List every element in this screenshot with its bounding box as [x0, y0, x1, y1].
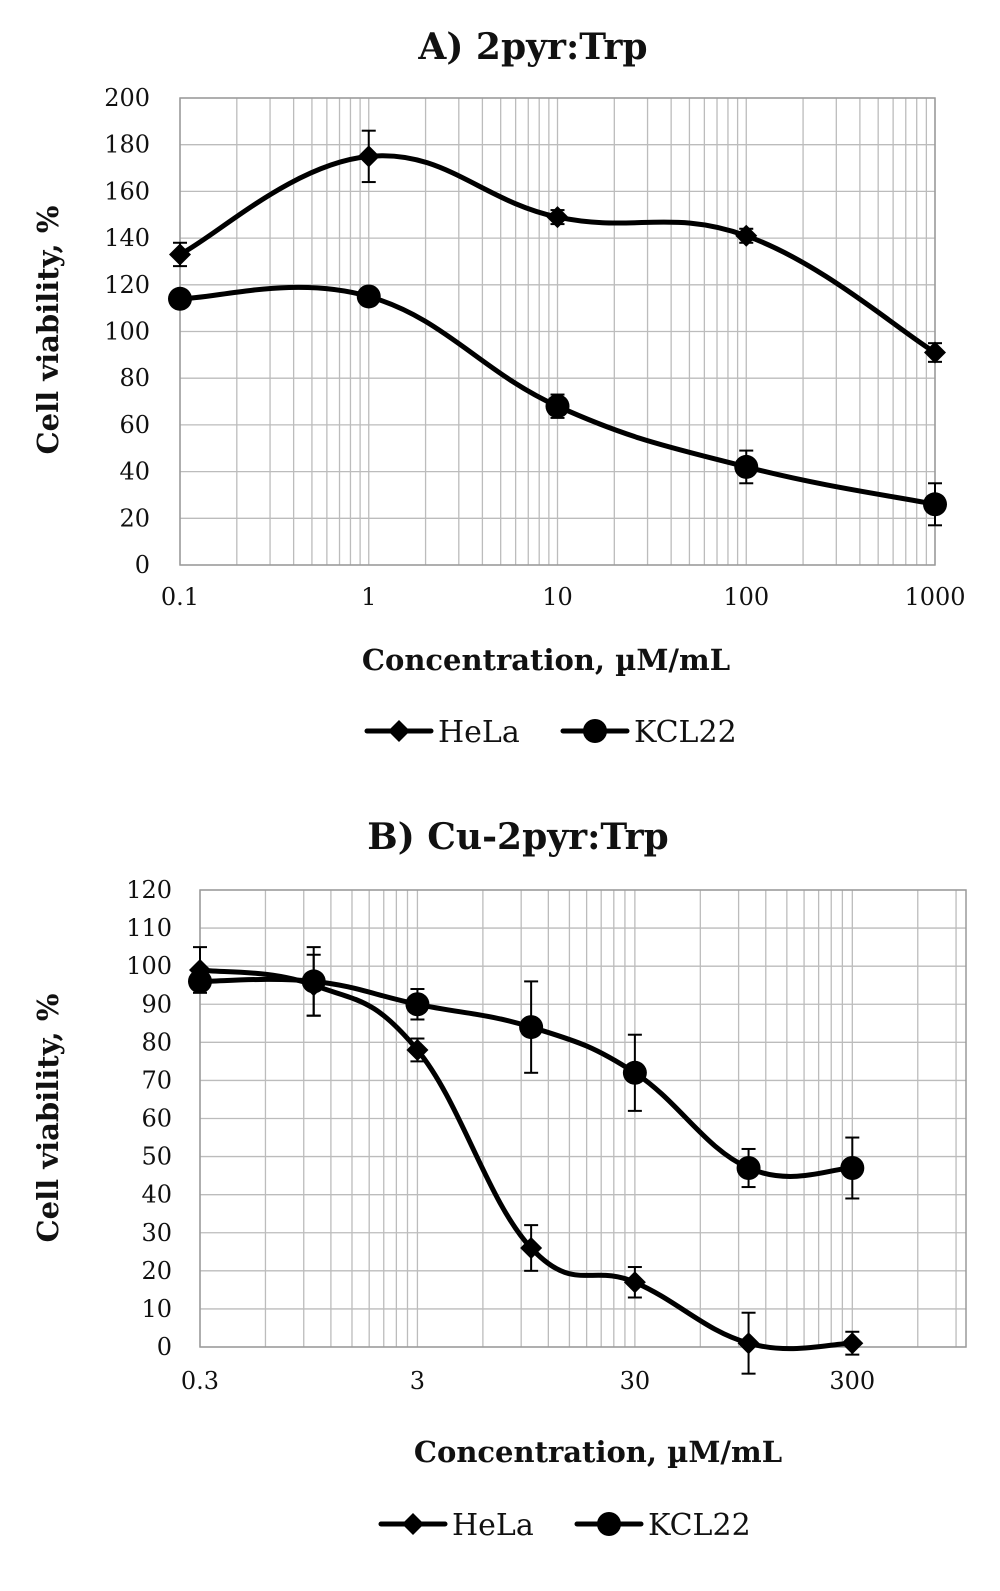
chart-b-x-axis-label: Concentration, µM/mL: [414, 1435, 782, 1469]
y-tick-label: 0: [157, 1333, 172, 1361]
y-tick-label: 0: [135, 551, 150, 579]
chart-a-grid: [179, 97, 936, 566]
y-tick-label: 100: [104, 318, 150, 346]
y-tick-label: 50: [141, 1143, 172, 1171]
y-tick-label: 180: [104, 131, 150, 159]
series-line-kcl22: [197, 976, 855, 1179]
chart-b-legend-hela-label: HeLa: [452, 1508, 534, 1543]
chart-a-legend: HeLa KCL22: [364, 715, 737, 750]
chart-a-plot-area: [179, 97, 936, 566]
data-point-hela: [406, 1038, 429, 1061]
chart-b-grid: [199, 889, 966, 1348]
y-tick-label: 160: [104, 177, 150, 205]
y-tick-label: 200: [104, 84, 150, 112]
data-point-kcl22: [736, 1156, 761, 1181]
data-point-kcl22: [734, 454, 759, 479]
y-tick-label: 10: [141, 1295, 172, 1323]
chart-b-title: B) Cu-2pyr:Trp: [367, 816, 668, 858]
chart-b-x-ticks: 0.3 3 30 300: [181, 1367, 875, 1395]
x-tick-label: 0.1: [161, 583, 199, 611]
chart-a-x-axis-label: Concentration, µM/mL: [362, 643, 730, 677]
chart-b: B) Cu-2pyr:Trp 0 10 20 30 40 50 60 70 80 90 100 110…: [31, 816, 967, 1543]
chart-a-markers: [168, 145, 947, 517]
x-tick-label: 3: [410, 1367, 425, 1395]
data-point-hela: [623, 1271, 646, 1294]
chart-b-legend-kcl22-marker: [597, 1512, 621, 1536]
y-tick-label: 60: [119, 411, 150, 439]
data-point-kcl22: [622, 1060, 647, 1085]
x-tick-label: 0.3: [181, 1367, 219, 1395]
y-tick-label: 100: [126, 952, 172, 980]
chart-a-legend-kcl22-label: KCL22: [634, 715, 737, 750]
chart-a-x-ticks: 0.1 1 10 100 1000: [161, 583, 966, 611]
x-tick-label: 1: [361, 583, 376, 611]
y-tick-label: 20: [141, 1257, 172, 1285]
chart-b-y-ticks: 0 10 20 30 40 50 60 70 80 90 100 110 120: [126, 876, 172, 1361]
chart-a-title: A) 2pyr:Trp: [417, 26, 647, 68]
y-tick-label: 60: [141, 1105, 172, 1133]
y-tick-label: 120: [126, 876, 172, 904]
chart-b-plot-area: [199, 889, 967, 1348]
y-tick-label: 90: [141, 990, 172, 1018]
y-tick-label: 40: [141, 1181, 172, 1209]
chart-b-y-axis-label: Cell viability, %: [31, 994, 65, 1243]
data-point-hela: [169, 243, 191, 266]
x-tick-label: 300: [829, 1367, 875, 1395]
data-point-hela: [357, 145, 380, 168]
y-tick-label: 140: [104, 224, 150, 252]
x-tick-label: 30: [620, 1367, 651, 1395]
y-tick-label: 40: [119, 458, 150, 486]
data-point-kcl22: [301, 969, 326, 994]
data-point-kcl22: [923, 492, 947, 517]
x-tick-label: 100: [723, 583, 769, 611]
y-tick-label: 80: [141, 1028, 172, 1056]
chart-b-legend-kcl22-label: KCL22: [648, 1508, 751, 1543]
y-tick-label: 110: [126, 914, 172, 942]
data-point-kcl22: [188, 969, 212, 994]
data-point-hela: [735, 224, 758, 247]
chart-b-markers: [188, 958, 865, 1355]
data-point-hela: [520, 1236, 543, 1259]
data-point-kcl22: [405, 992, 430, 1017]
data-point-kcl22: [519, 1015, 544, 1040]
chart-a-legend-hela-label: HeLa: [438, 715, 520, 750]
chart-a-legend-hela-marker: [388, 720, 410, 742]
data-point-hela: [841, 1332, 864, 1355]
chart-b-error-bars: [193, 946, 860, 1375]
chart-b-legend: HeLa KCL22: [378, 1508, 751, 1543]
y-tick-label: 20: [119, 504, 150, 532]
data-point-kcl22: [840, 1156, 865, 1181]
x-tick-label: 1000: [904, 583, 965, 611]
chart-a-y-axis-label: Cell viability, %: [31, 206, 65, 455]
y-tick-label: 70: [141, 1066, 172, 1094]
chart-a-y-ticks: 0 20 40 60 80 100 120 140 160 180 200: [104, 84, 150, 579]
data-point-hela: [924, 341, 946, 364]
data-point-hela: [546, 206, 569, 229]
data-point-kcl22: [356, 284, 381, 309]
y-tick-label: 120: [104, 271, 150, 299]
chart-a: A) 2pyr:Trp 020406080100120140160180200 …: [31, 26, 966, 750]
chart-b-legend-hela-marker: [402, 1513, 424, 1535]
data-point-hela: [737, 1332, 760, 1355]
x-tick-label: 10: [542, 583, 573, 611]
chart-a-legend-kcl22-marker: [583, 719, 607, 743]
data-point-kcl22: [545, 394, 570, 419]
data-point-kcl22: [168, 286, 192, 311]
y-tick-label: 80: [119, 364, 150, 392]
y-tick-label: 30: [141, 1219, 172, 1247]
